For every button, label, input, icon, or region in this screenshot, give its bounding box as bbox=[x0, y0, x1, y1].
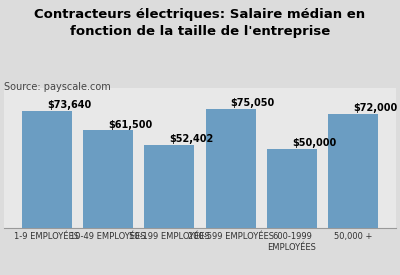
Text: $75,050: $75,050 bbox=[231, 98, 275, 108]
Text: $52,402: $52,402 bbox=[169, 134, 214, 144]
Text: $50,000: $50,000 bbox=[292, 138, 336, 148]
Bar bbox=[22, 111, 72, 228]
Bar bbox=[267, 148, 317, 228]
Text: Contracteurs électriques: Salaire médian en
fonction de la taille de l'entrepris: Contracteurs électriques: Salaire médian… bbox=[34, 8, 366, 38]
Bar bbox=[206, 109, 256, 228]
Bar bbox=[83, 130, 133, 228]
Bar bbox=[328, 114, 378, 228]
Bar bbox=[144, 145, 194, 228]
Text: $73,640: $73,640 bbox=[47, 100, 91, 110]
Text: $61,500: $61,500 bbox=[108, 120, 152, 130]
Text: Source: payscale.com: Source: payscale.com bbox=[4, 82, 111, 92]
Text: $72,000: $72,000 bbox=[353, 103, 397, 113]
